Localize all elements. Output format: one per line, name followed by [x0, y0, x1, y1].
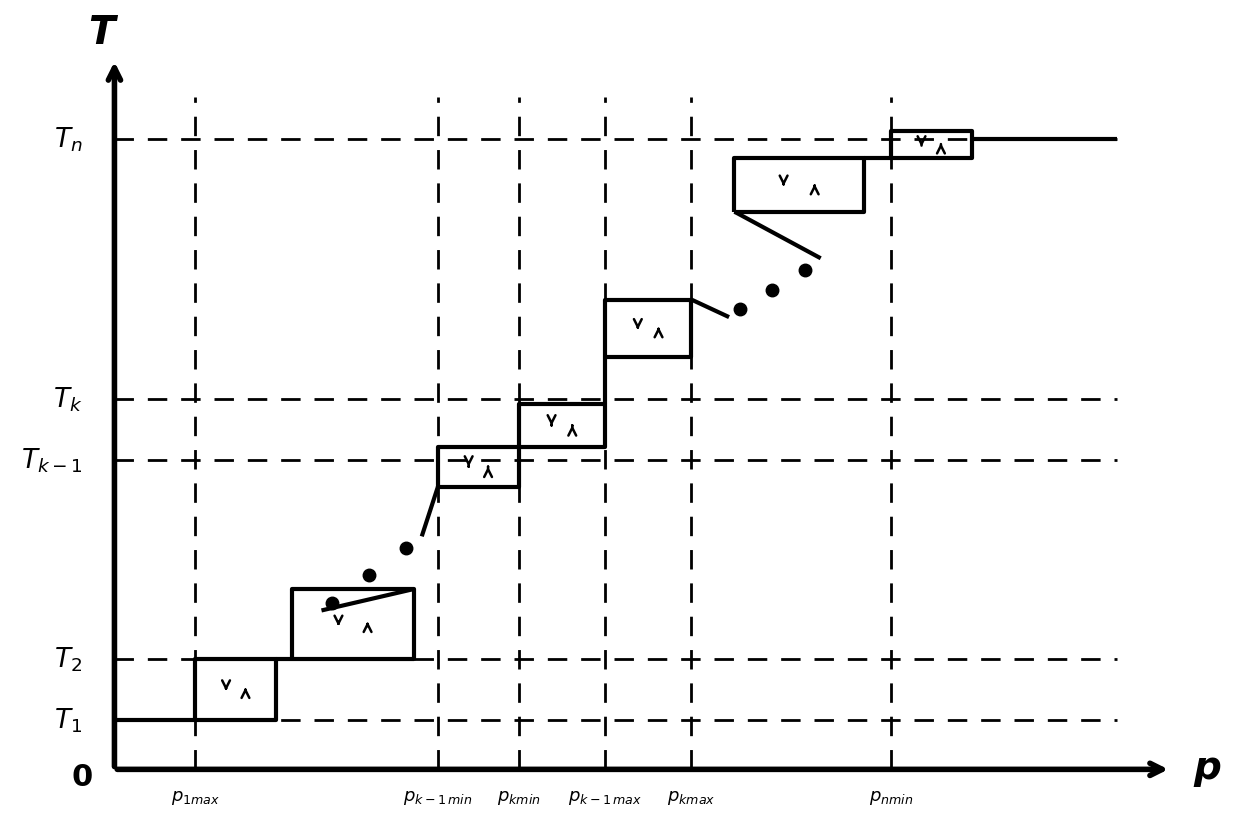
Text: $p_{nmin}$: $p_{nmin}$ [868, 788, 913, 806]
Text: $p_{k-1\,min}$: $p_{k-1\,min}$ [403, 788, 472, 806]
Text: $\boldsymbol{T}$: $\boldsymbol{T}$ [88, 14, 119, 52]
Text: $p_{1max}$: $p_{1max}$ [171, 788, 219, 806]
Text: $T_k$: $T_k$ [52, 385, 82, 414]
Text: $p_{kmax}$: $p_{kmax}$ [667, 788, 715, 806]
Text: $T_n$: $T_n$ [53, 126, 82, 154]
Text: $T_{k-1}$: $T_{k-1}$ [21, 447, 82, 475]
Text: $p_{kmin}$: $p_{kmin}$ [497, 788, 541, 806]
Text: $\boldsymbol{p}$: $\boldsymbol{p}$ [1193, 750, 1221, 788]
Text: $p_{k-1\,max}$: $p_{k-1\,max}$ [568, 788, 642, 806]
Text: $T_2$: $T_2$ [55, 644, 82, 673]
Text: $\mathbf{0}$: $\mathbf{0}$ [71, 762, 93, 791]
Text: $T_1$: $T_1$ [55, 705, 82, 734]
